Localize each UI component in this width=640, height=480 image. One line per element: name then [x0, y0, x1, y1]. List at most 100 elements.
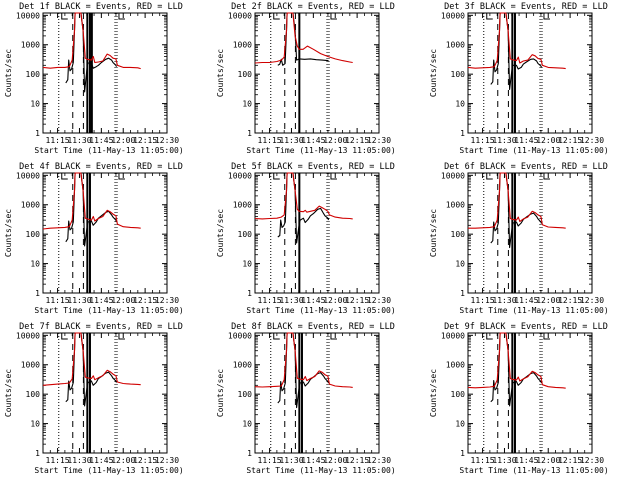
- x-tick-label: 12:15: [133, 136, 157, 145]
- x-axis-title: Start Time (11-May-13 11:05:00): [246, 146, 395, 155]
- y-tick-label: 1: [460, 289, 465, 298]
- x-tick-label: 11:15: [471, 296, 495, 305]
- x-tick-label: 12:00: [111, 296, 135, 305]
- panel-title: Det 5f BLACK = Events, RED = LLD: [231, 162, 395, 172]
- x-tick-label: 12:30: [155, 456, 179, 465]
- detector-panel: Det 6f BLACK = Events, RED = LLD 1 10 100 10…: [429, 162, 609, 315]
- y-axis-title: Counts/sec: [216, 369, 225, 417]
- x-axis-title: Start Time (11-May-13 11:05:00): [246, 466, 395, 475]
- x-tick-label: 11:45: [301, 136, 325, 145]
- corner-mark: [486, 173, 493, 180]
- events-series-line: [277, 172, 330, 244]
- x-tick-label: 12:30: [367, 136, 391, 145]
- plot-frame: [42, 172, 168, 294]
- x-axis-title: Start Time (11-May-13 11:05:00): [34, 146, 183, 155]
- corner-mark: [543, 13, 550, 20]
- x-tick-label: 11:15: [471, 456, 495, 465]
- corner-mark: [61, 13, 68, 20]
- corner-mark: [118, 173, 125, 180]
- x-tick-label: 11:30: [492, 136, 516, 145]
- y-tick-label: 1000: [233, 201, 252, 210]
- x-tick-label: 12:00: [536, 296, 560, 305]
- events-series-line: [490, 332, 543, 407]
- y-tick-label: 10: [242, 100, 252, 109]
- x-tick-label: 11:15: [258, 296, 282, 305]
- y-tick-label: 10000: [228, 171, 252, 180]
- y-tick-label: 10: [30, 100, 40, 109]
- lld-series-line: [468, 172, 566, 229]
- x-axis-title: Start Time (11-May-13 11:05:00): [459, 146, 608, 155]
- y-tick-label: 100: [238, 230, 253, 239]
- x-tick-label: 11:45: [301, 456, 325, 465]
- plot-frame: [254, 172, 380, 294]
- corner-mark: [273, 13, 280, 20]
- detector-panel: Det 2f BLACK = Events, RED = LLD 1 10 100 10…: [216, 2, 396, 155]
- y-tick-label: 10: [455, 260, 465, 269]
- corner-mark: [118, 333, 125, 340]
- x-tick-label: 11:30: [279, 296, 303, 305]
- lld-series-line: [42, 332, 141, 386]
- y-tick-label: 1: [460, 129, 465, 138]
- y-axis-title: Counts/sec: [429, 49, 438, 97]
- lld-series-line: [467, 12, 566, 70]
- y-axis-title: Counts/sec: [429, 369, 438, 417]
- x-tick-label: 12:30: [367, 296, 391, 305]
- x-tick-label: 11:30: [492, 456, 516, 465]
- y-tick-label: 10000: [441, 171, 465, 180]
- y-tick-label: 10000: [16, 331, 40, 340]
- y-tick-label: 1000: [233, 41, 252, 50]
- x-tick-label: 11:45: [301, 296, 325, 305]
- x-axis-title: Start Time (11-May-13 11:05:00): [34, 306, 183, 315]
- x-tick-label: 11:30: [67, 296, 91, 305]
- y-tick-label: 100: [26, 230, 41, 239]
- x-tick-label: 12:15: [133, 296, 157, 305]
- x-tick-label: 11:45: [89, 296, 113, 305]
- y-tick-label: 1: [35, 289, 40, 298]
- events-series-line: [65, 12, 118, 93]
- detector-panel: Det 9f BLACK = Events, RED = LLD 1 10 100 10…: [429, 322, 609, 475]
- plot-frame: [467, 12, 593, 134]
- lld-series-line: [42, 12, 141, 70]
- y-tick-label: 10000: [16, 11, 40, 20]
- corner-mark: [330, 13, 337, 20]
- x-tick-label: 12:30: [580, 296, 604, 305]
- lld-series-line: [467, 332, 566, 389]
- y-axis-title: Counts/sec: [4, 209, 13, 257]
- y-tick-label: 100: [451, 230, 466, 239]
- corner-mark: [273, 333, 280, 340]
- corner-mark: [61, 333, 68, 340]
- y-tick-label: 1: [460, 449, 465, 458]
- y-tick-label: 1: [35, 129, 40, 138]
- detector-panel: Det 1f BLACK = Events, RED = LLD 1 10 100 10…: [4, 2, 184, 155]
- x-tick-label: 12:15: [345, 136, 369, 145]
- events-series-line: [490, 172, 543, 249]
- lld-series-line: [42, 172, 141, 230]
- x-tick-label: 11:15: [258, 456, 282, 465]
- y-axis-title: Counts/sec: [216, 209, 225, 257]
- plot-frame: [254, 332, 380, 454]
- detector-panel: Det 8f BLACK = Events, RED = LLD 1 10 100 10…: [216, 322, 396, 475]
- y-tick-label: 100: [238, 70, 253, 79]
- y-tick-label: 100: [451, 70, 466, 79]
- x-tick-label: 12:30: [155, 136, 179, 145]
- events-series-line: [65, 332, 118, 407]
- x-tick-label: 11:15: [258, 136, 282, 145]
- x-tick-label: 12:15: [345, 456, 369, 465]
- panel-title: Det 1f BLACK = Events, RED = LLD: [19, 2, 183, 12]
- y-axis-title: Counts/sec: [216, 49, 225, 97]
- x-tick-label: 11:30: [279, 456, 303, 465]
- corner-mark: [61, 173, 68, 180]
- y-tick-label: 100: [26, 70, 41, 79]
- x-tick-label: 12:15: [345, 296, 369, 305]
- y-tick-label: 10: [242, 260, 252, 269]
- x-tick-label: 12:00: [111, 136, 135, 145]
- y-tick-label: 1000: [446, 41, 465, 50]
- x-tick-label: 11:45: [514, 296, 538, 305]
- panel-title: Det 2f BLACK = Events, RED = LLD: [231, 2, 395, 12]
- lld-series-line: [254, 12, 353, 64]
- x-tick-label: 12:30: [367, 456, 391, 465]
- detector-panel: Det 7f BLACK = Events, RED = LLD 1 10 100 10…: [4, 322, 184, 475]
- y-tick-label: 10000: [441, 11, 465, 20]
- x-tick-label: 11:45: [89, 136, 113, 145]
- x-axis-title: Start Time (11-May-13 11:05:00): [246, 306, 395, 315]
